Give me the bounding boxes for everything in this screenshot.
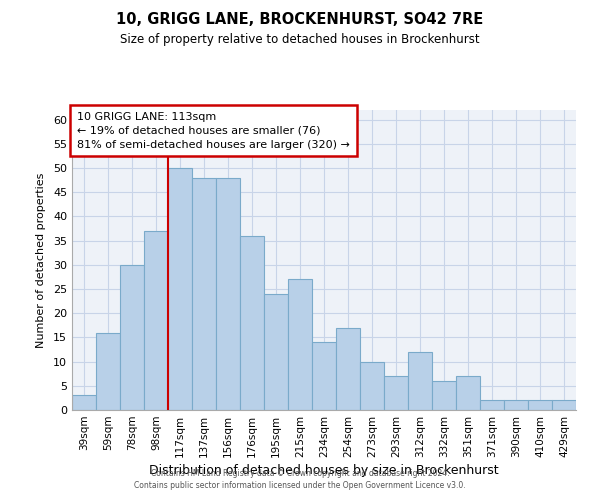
Bar xyxy=(528,400,552,410)
Text: 10 GRIGG LANE: 113sqm
← 19% of detached houses are smaller (76)
81% of semi-deta: 10 GRIGG LANE: 113sqm ← 19% of detached … xyxy=(77,112,350,150)
Bar xyxy=(72,396,96,410)
Bar xyxy=(432,381,456,410)
Bar xyxy=(288,280,312,410)
Bar xyxy=(168,168,192,410)
Bar xyxy=(216,178,240,410)
Y-axis label: Number of detached properties: Number of detached properties xyxy=(36,172,46,348)
Bar xyxy=(264,294,288,410)
Text: Contains HM Land Registry data © Crown copyright and database right 2024.: Contains HM Land Registry data © Crown c… xyxy=(151,468,449,477)
Bar xyxy=(192,178,216,410)
Bar xyxy=(456,376,480,410)
Bar xyxy=(336,328,360,410)
Bar xyxy=(96,332,120,410)
Text: Size of property relative to detached houses in Brockenhurst: Size of property relative to detached ho… xyxy=(120,32,480,46)
Bar xyxy=(312,342,336,410)
Text: Contains public sector information licensed under the Open Government Licence v3: Contains public sector information licen… xyxy=(134,481,466,490)
Bar xyxy=(384,376,408,410)
Bar xyxy=(240,236,264,410)
Text: 10, GRIGG LANE, BROCKENHURST, SO42 7RE: 10, GRIGG LANE, BROCKENHURST, SO42 7RE xyxy=(116,12,484,28)
Bar xyxy=(552,400,576,410)
Bar xyxy=(480,400,504,410)
Bar xyxy=(120,265,144,410)
X-axis label: Distribution of detached houses by size in Brockenhurst: Distribution of detached houses by size … xyxy=(149,464,499,477)
Bar xyxy=(144,231,168,410)
Bar xyxy=(360,362,384,410)
Bar xyxy=(504,400,528,410)
Bar xyxy=(408,352,432,410)
